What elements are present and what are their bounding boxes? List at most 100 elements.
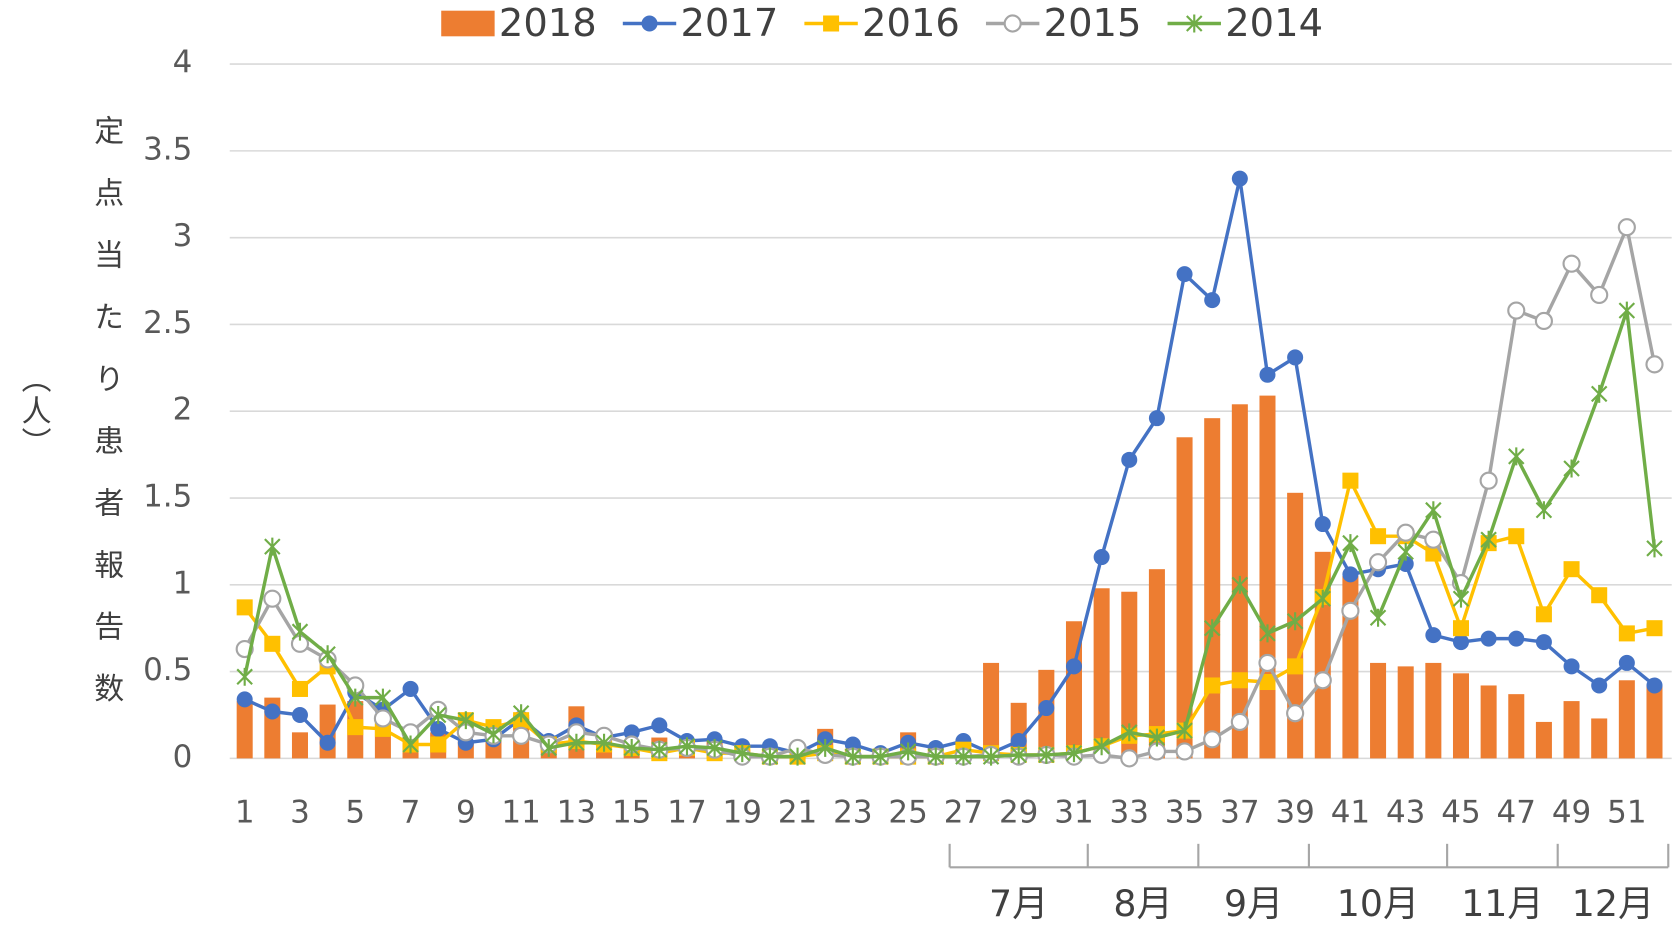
marker (823, 15, 840, 32)
marker (347, 688, 364, 707)
marker (899, 742, 917, 761)
month-label: 8月 (1113, 882, 1172, 925)
marker (1287, 658, 1304, 675)
x-tick-label: 27 (944, 794, 983, 830)
x-tick-label: 23 (833, 794, 872, 830)
bar (1204, 418, 1221, 759)
marker (1646, 620, 1663, 637)
x-tick-label: 41 (1331, 794, 1370, 830)
marker (1286, 612, 1304, 631)
month-label: 12月 (1572, 882, 1654, 925)
x-tick-label: 33 (1110, 794, 1149, 830)
marker (1204, 292, 1221, 309)
marker (1203, 730, 1222, 749)
marker (1645, 355, 1664, 374)
marker (1425, 627, 1442, 644)
bar (1370, 662, 1387, 759)
x-tick-label: 15 (612, 794, 651, 830)
bar (1452, 673, 1469, 759)
marker (402, 735, 419, 754)
legend-label: 2015 (1044, 1, 1142, 46)
marker (1507, 301, 1526, 320)
month-label: 7月 (989, 882, 1048, 925)
marker (347, 719, 364, 736)
marker (789, 747, 806, 766)
bar (236, 701, 253, 759)
marker (651, 740, 668, 759)
marker (1010, 745, 1027, 764)
marker (1203, 619, 1221, 638)
legend-label: 2016 (862, 1, 960, 46)
marker (1065, 744, 1083, 763)
line (244, 176, 1656, 755)
marker (1003, 14, 1022, 33)
marker (927, 747, 945, 766)
x-tick-label: 43 (1386, 794, 1425, 830)
y-tick-label: 3.5 (143, 131, 192, 167)
marker (1010, 733, 1027, 750)
y-tick-label: 3 (173, 218, 193, 254)
marker (1617, 218, 1636, 237)
x-tick-label: 17 (667, 794, 706, 830)
bar (291, 732, 308, 759)
marker (1618, 654, 1635, 671)
marker (1508, 630, 1525, 647)
marker (623, 738, 640, 757)
marker (1342, 566, 1359, 583)
marker (1093, 737, 1110, 756)
x-tick-label: 39 (1275, 794, 1314, 830)
marker (319, 734, 336, 751)
marker (457, 711, 475, 730)
marker (1369, 608, 1387, 627)
marker (1563, 561, 1580, 578)
x-tick-label: 29 (999, 794, 1038, 830)
x-tick-label: 3 (290, 794, 310, 830)
marker (1425, 545, 1442, 562)
x-tick-label: 21 (778, 794, 817, 830)
marker (678, 737, 696, 756)
marker (1176, 721, 1193, 740)
marker (1590, 384, 1608, 403)
marker (1424, 530, 1443, 549)
marker (264, 635, 281, 652)
marker (1535, 634, 1552, 651)
marker (1186, 14, 1203, 33)
bar (1397, 666, 1414, 759)
marker (955, 747, 972, 766)
x-tick-label: 19 (723, 794, 762, 830)
marker (1121, 723, 1138, 742)
marker (1508, 528, 1525, 545)
x-tick-label: 5 (345, 794, 365, 830)
marker (1231, 672, 1248, 689)
marker (1314, 589, 1332, 608)
marker (1590, 285, 1609, 305)
marker (1342, 472, 1359, 489)
legend-swatch (441, 10, 495, 37)
marker (1175, 742, 1194, 761)
marker (1368, 553, 1388, 572)
marker (1480, 630, 1497, 647)
marker (1258, 653, 1277, 672)
bar (1148, 569, 1165, 759)
marker (761, 747, 779, 766)
marker (429, 706, 447, 724)
marker (1563, 658, 1580, 675)
bar (1425, 662, 1442, 759)
bar (1314, 551, 1331, 759)
marker (1038, 700, 1055, 717)
bar (1591, 718, 1608, 759)
marker (651, 717, 668, 734)
marker (872, 747, 889, 766)
marker (734, 744, 751, 763)
y-tick-label: 0 (173, 739, 193, 775)
legend-label: 2014 (1225, 1, 1323, 46)
x-tick-label: 13 (557, 794, 596, 830)
marker (982, 747, 1000, 766)
marker (264, 537, 281, 556)
marker (1618, 625, 1635, 642)
y-tick-label: 2 (173, 392, 193, 428)
line (243, 308, 1657, 759)
marker (568, 733, 585, 752)
legend-label: 2018 (499, 1, 597, 46)
marker (1534, 311, 1553, 331)
